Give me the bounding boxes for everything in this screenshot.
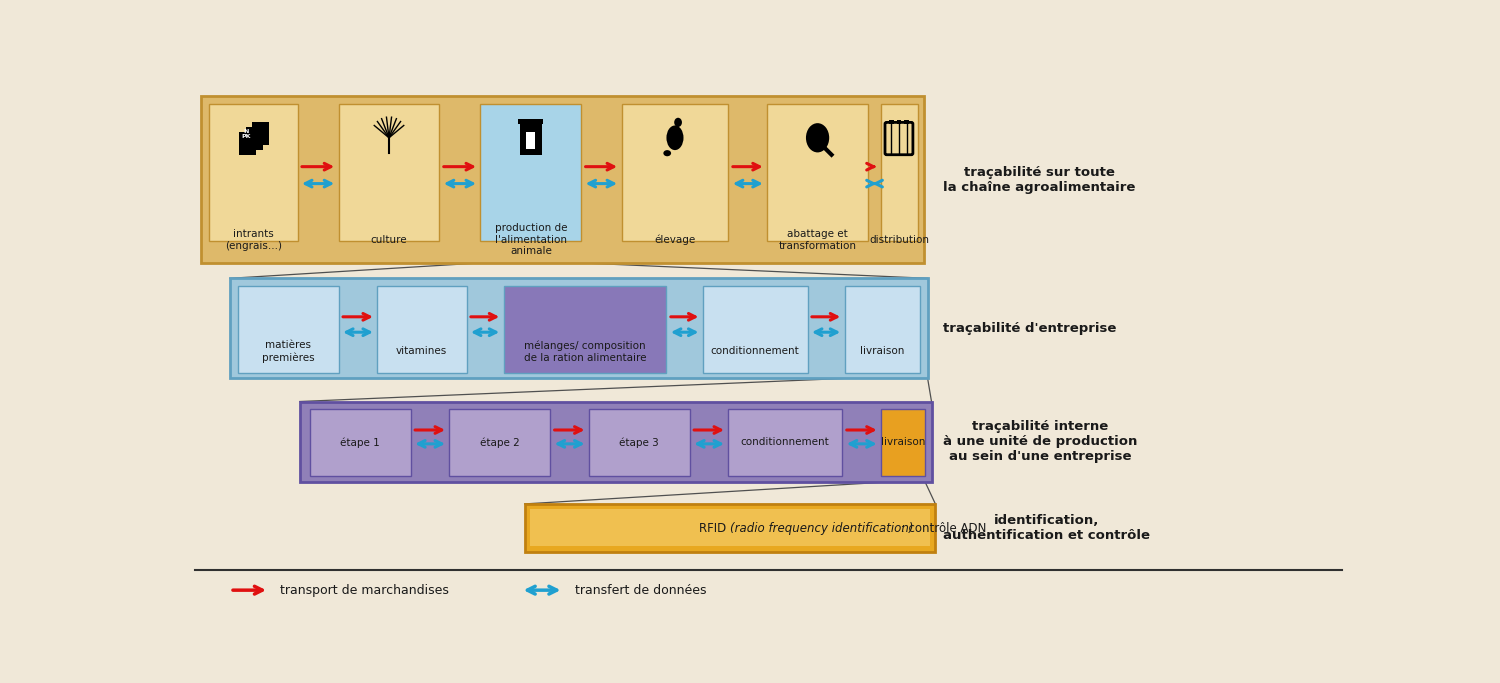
FancyBboxPatch shape <box>590 409 690 476</box>
FancyBboxPatch shape <box>621 104 729 241</box>
FancyBboxPatch shape <box>520 122 542 155</box>
Text: mélanges/ composition
de la ration alimentaire: mélanges/ composition de la ration alime… <box>524 340 646 363</box>
Text: culture: culture <box>370 235 408 245</box>
FancyBboxPatch shape <box>530 510 930 546</box>
Ellipse shape <box>666 126 684 150</box>
Text: étape 3: étape 3 <box>620 437 658 447</box>
Text: étape 1: étape 1 <box>340 437 380 447</box>
FancyBboxPatch shape <box>880 104 918 241</box>
FancyBboxPatch shape <box>246 127 262 150</box>
FancyBboxPatch shape <box>230 278 927 378</box>
Text: transfert de données: transfert de données <box>574 584 706 597</box>
FancyBboxPatch shape <box>480 104 580 241</box>
FancyBboxPatch shape <box>450 409 550 476</box>
Text: RFID: RFID <box>699 522 730 535</box>
Text: abattage et
transformation: abattage et transformation <box>778 229 856 251</box>
FancyBboxPatch shape <box>704 286 807 373</box>
FancyBboxPatch shape <box>504 286 666 373</box>
FancyBboxPatch shape <box>339 104 439 241</box>
Ellipse shape <box>663 150 670 156</box>
FancyBboxPatch shape <box>880 409 926 476</box>
FancyBboxPatch shape <box>525 504 936 552</box>
FancyBboxPatch shape <box>519 120 543 124</box>
FancyBboxPatch shape <box>238 286 339 373</box>
Ellipse shape <box>806 123 830 152</box>
Text: étape 2: étape 2 <box>480 437 519 447</box>
Text: livraison: livraison <box>859 346 904 357</box>
Text: (radio frequency identification): (radio frequency identification) <box>730 522 914 535</box>
Ellipse shape <box>674 117 682 127</box>
FancyBboxPatch shape <box>252 122 268 145</box>
Text: élevage: élevage <box>654 234 696 245</box>
Text: : contrôle ADN: : contrôle ADN <box>897 522 986 535</box>
FancyBboxPatch shape <box>766 104 868 241</box>
FancyBboxPatch shape <box>310 409 411 476</box>
Text: identification,
authentification et contrôle: identification, authentification et cont… <box>944 514 1150 542</box>
Text: livraison: livraison <box>880 437 926 447</box>
Text: production de
l'alimentation
animale: production de l'alimentation animale <box>495 223 567 256</box>
FancyBboxPatch shape <box>240 133 256 156</box>
Text: conditionnement: conditionnement <box>741 437 830 447</box>
FancyBboxPatch shape <box>844 286 920 373</box>
FancyBboxPatch shape <box>526 133 536 150</box>
FancyBboxPatch shape <box>890 120 894 124</box>
Text: distribution: distribution <box>868 235 928 245</box>
Text: conditionnement: conditionnement <box>711 346 800 357</box>
Text: traçabilité interne
à une unité de production
au sein d'une entreprise: traçabilité interne à une unité de produ… <box>944 420 1137 463</box>
FancyBboxPatch shape <box>201 96 924 263</box>
FancyBboxPatch shape <box>300 402 932 482</box>
Text: intrants
(engrais...): intrants (engrais...) <box>225 229 282 251</box>
FancyBboxPatch shape <box>897 120 902 124</box>
Text: N
PK: N PK <box>242 128 250 139</box>
FancyBboxPatch shape <box>729 409 843 476</box>
FancyBboxPatch shape <box>209 104 297 241</box>
Text: transport de marchandises: transport de marchandises <box>280 584 450 597</box>
FancyBboxPatch shape <box>904 120 909 124</box>
Text: traçabilité sur toute
la chaîne agroalimentaire: traçabilité sur toute la chaîne agroalim… <box>944 166 1136 194</box>
FancyBboxPatch shape <box>378 286 466 373</box>
Text: vitamines: vitamines <box>396 346 447 357</box>
Text: traçabilité d'entreprise: traçabilité d'entreprise <box>944 322 1116 335</box>
Text: matières
premières: matières premières <box>262 340 315 363</box>
